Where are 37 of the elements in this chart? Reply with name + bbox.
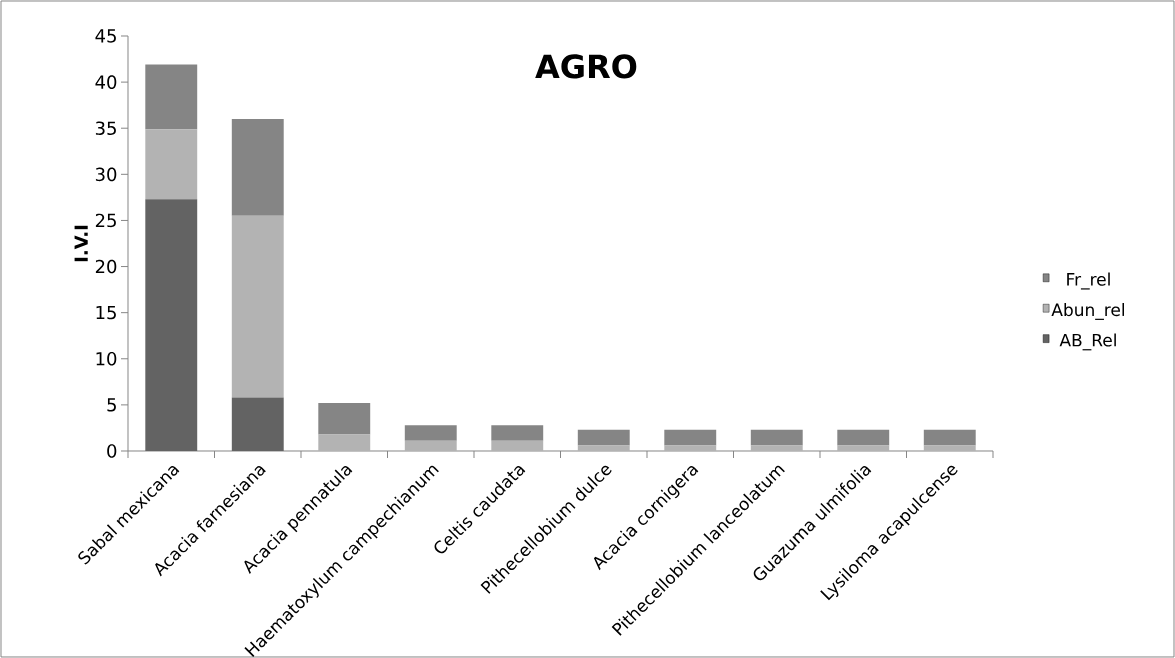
bar [923,445,976,451]
bar [231,215,284,398]
bar [404,425,457,441]
y-tick-label: 10 [96,351,117,366]
y-tick-label: 0 [107,444,117,458]
bar [750,429,803,446]
bar [145,64,198,130]
bar [491,425,544,441]
bar [664,429,717,446]
bar [837,429,890,446]
bar [664,445,717,451]
bar [923,429,976,446]
legend-label: Fr_rel [1067,272,1110,290]
bar [491,440,544,451]
y-tick-label: 30 [95,167,117,182]
bar [577,429,630,446]
bar [318,434,371,451]
y-tick-label: 45 [95,29,116,43]
bar [231,397,284,451]
bar [837,445,890,451]
bar [750,445,803,451]
bar [404,440,457,451]
legend-label: AB_Rel [1059,333,1116,351]
bar [318,403,371,435]
bar [145,199,198,451]
y-tick-label: 25 [95,213,116,228]
chart-title: AGRO [535,54,637,79]
y-axis-title: I.V.I [74,225,88,262]
y-tick-label: 40 [95,75,117,89]
legend-label: Abun_rel [1051,303,1125,320]
bar [577,445,630,451]
bar [231,119,284,216]
y-tick-label: 5 [107,398,116,412]
y-tick-label: 15 [96,305,116,320]
y-tick-label: 35 [95,121,116,136]
bar [145,129,198,200]
y-tick-label: 20 [95,259,117,274]
